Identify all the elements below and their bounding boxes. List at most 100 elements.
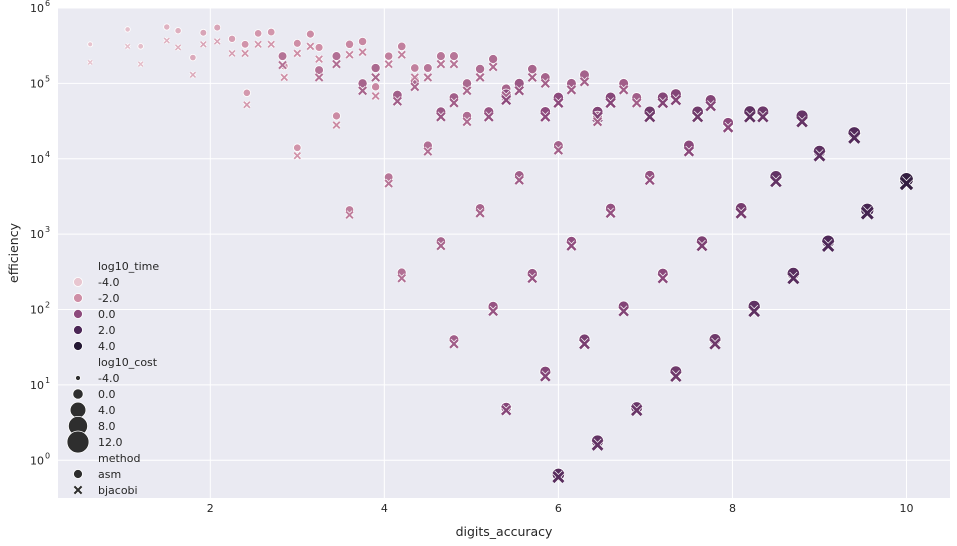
scatter-point-asm — [87, 41, 94, 48]
scatter-point-bjacobi — [579, 76, 590, 88]
legend-hue-marker — [73, 309, 83, 319]
scatter-point-bjacobi — [331, 59, 342, 69]
scatter-point-bjacobi — [670, 94, 682, 106]
legend-size-marker — [66, 430, 90, 454]
scatter-point-bjacobi — [539, 111, 551, 123]
scatter-point-asm — [423, 63, 433, 73]
scatter-point-bjacobi — [795, 115, 809, 129]
scatter-point-bjacobi — [213, 37, 222, 46]
scatter-point-bjacobi — [553, 144, 564, 156]
scatter-point-bjacobi — [422, 146, 433, 157]
scatter-point-bjacobi — [735, 207, 748, 220]
scatter-point-bjacobi — [630, 404, 643, 417]
scatter-point-bjacobi — [423, 72, 433, 83]
x-tick-label: 4 — [381, 502, 388, 515]
scatter-point-bjacobi — [722, 121, 734, 134]
series-bjacobi — [87, 36, 914, 484]
scatter-point-bjacobi — [526, 272, 538, 284]
scatter-point-bjacobi — [384, 59, 394, 69]
scatter-point-bjacobi — [314, 54, 324, 64]
scatter-point-bjacobi — [240, 49, 250, 58]
legend-size-label: -4.0 — [98, 372, 119, 385]
y-tick-exponent: 3 — [45, 225, 50, 234]
legend-style-label: asm — [98, 468, 121, 481]
scatter-point-bjacobi — [293, 151, 302, 160]
scatter-point-asm — [228, 34, 237, 43]
scatter-point-bjacobi — [786, 271, 800, 285]
y-tick-label: 10 — [30, 153, 44, 166]
scatter-point-asm — [436, 51, 446, 61]
scatter-point-bjacobi — [266, 40, 276, 49]
scatter-point-asm — [213, 23, 222, 32]
scatter-point-bjacobi — [578, 337, 591, 350]
scatter-point-bjacobi — [747, 304, 761, 318]
legend-hue-marker — [73, 325, 83, 335]
scatter-point-bjacobi — [279, 73, 289, 82]
legend-hue-entries: -4.0 -2.0 0.0 2.0 4.0 — [73, 276, 119, 353]
scatter-point-bjacobi — [500, 404, 512, 417]
scatter-point-bjacobi — [605, 207, 617, 219]
scatter-point-asm — [461, 78, 473, 89]
scatter-point-bjacobi — [657, 272, 669, 284]
scatter-point-asm — [384, 51, 394, 61]
scatter-point-asm — [860, 202, 875, 217]
scatter-point-asm — [266, 27, 276, 37]
scatter-point-bjacobi — [474, 208, 486, 219]
legend-style-label: bjacobi — [98, 484, 138, 497]
scatter-point-bjacobi — [591, 438, 604, 452]
y-tick-label: 10 — [30, 77, 44, 90]
legend-size-title: log10_cost — [98, 356, 158, 369]
scatter-point-asm — [242, 88, 251, 97]
scatter-point-asm — [370, 63, 381, 73]
scatter-point-bjacobi — [371, 91, 381, 101]
scatter-point-bjacobi — [487, 305, 499, 317]
legend-style-marker — [73, 469, 83, 479]
y-tick-exponent: 1 — [45, 376, 50, 385]
scatter-point-asm — [358, 36, 368, 46]
scatter-point-bjacobi — [566, 84, 577, 96]
legend-style-entries: asm bjacobi — [73, 468, 138, 497]
scatter-point-bjacobi — [277, 60, 288, 70]
scatter-point-asm — [189, 53, 197, 62]
scatter-point-asm — [124, 26, 131, 33]
scatter-point-asm — [488, 54, 499, 65]
scatter-point-bjacobi — [435, 240, 446, 251]
y-tick-label: 10 — [30, 304, 44, 317]
scatter-point-asm — [331, 51, 342, 61]
scatter-point-bjacobi — [163, 36, 171, 45]
scatter-point-bjacobi — [253, 40, 263, 49]
scatter-point-bjacobi — [565, 240, 577, 252]
x-axis-ticks: 2 4 6 8 10 — [207, 502, 914, 515]
scatter-point-asm — [410, 63, 420, 73]
x-axis-label: digits_accuracy — [456, 524, 553, 539]
scatter-point-asm — [449, 51, 459, 61]
scatter-point-bjacobi — [396, 273, 407, 284]
scatter-point-bjacobi — [644, 174, 656, 186]
scatter-point-bjacobi — [383, 178, 394, 189]
scatter-point-asm — [137, 43, 144, 50]
scatter-point-bjacobi — [124, 43, 131, 50]
y-axis-label: efficiency — [6, 222, 21, 283]
scatter-point-bjacobi — [500, 94, 512, 106]
scatter-point-bjacobi — [696, 239, 708, 252]
scatter-point-bjacobi — [292, 49, 302, 58]
scatter-point-bjacobi — [409, 81, 420, 92]
scatter-point-bjacobi — [769, 175, 783, 188]
scatter-point-asm — [527, 63, 538, 75]
scatter-point-bjacobi — [899, 176, 914, 191]
x-tick-label: 10 — [899, 502, 913, 515]
y-tick-exponent: 5 — [45, 74, 50, 83]
scatter-point-bjacobi — [604, 97, 617, 109]
y-tick-exponent: 2 — [45, 301, 50, 310]
legend-hue-marker — [73, 277, 83, 287]
x-tick-label: 8 — [729, 502, 736, 515]
scatter-point-asm — [240, 40, 250, 49]
data-points — [87, 23, 914, 484]
scatter-point-asm — [199, 28, 208, 37]
scatter-point-bjacobi — [540, 78, 551, 89]
scatter-point-bjacobi — [242, 100, 251, 109]
scatter-point-bjacobi — [756, 110, 770, 124]
scatter-point-bjacobi — [410, 72, 420, 83]
y-tick-label: 10 — [30, 228, 44, 241]
legend-size-entries: -4.0 0.0 4.0 8.0 12.0 — [66, 372, 123, 454]
